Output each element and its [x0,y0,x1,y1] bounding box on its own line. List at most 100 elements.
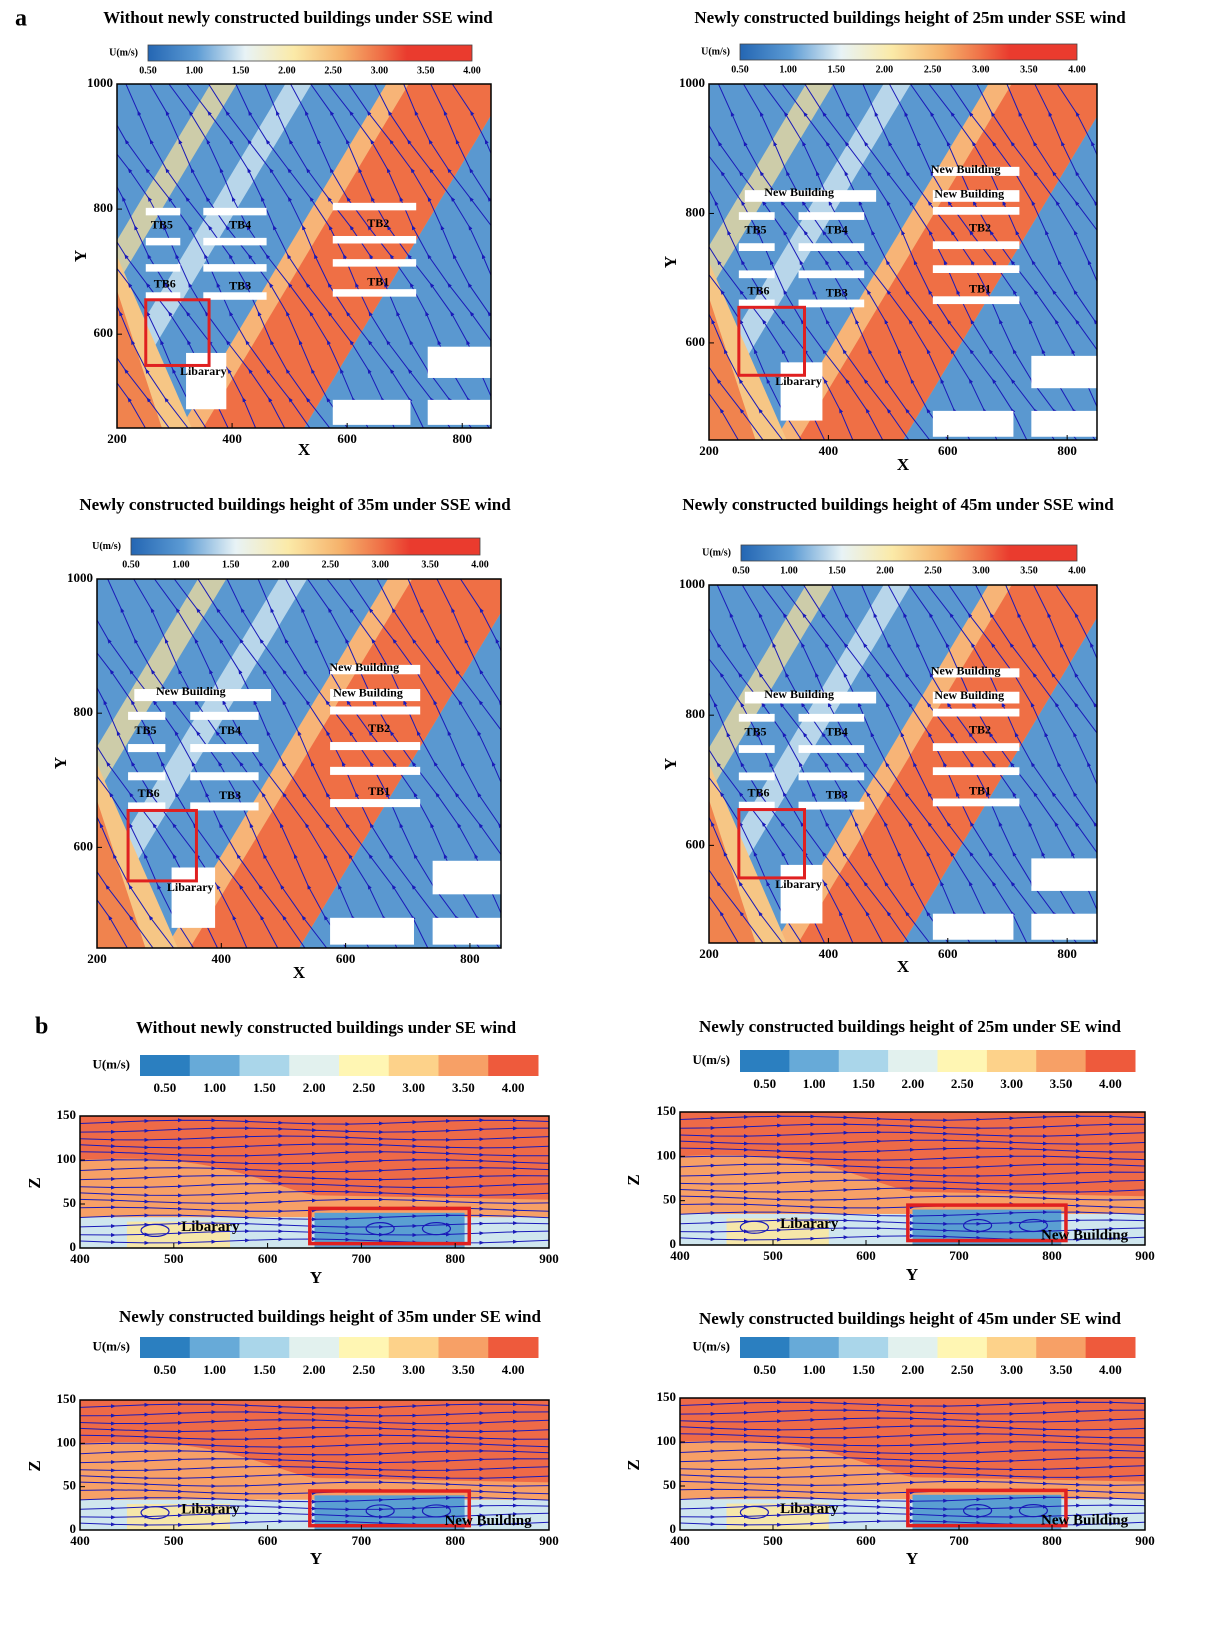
building [798,801,865,810]
colorbar-segment [140,1055,191,1076]
chart-title: Newly constructed buildings height of 45… [699,1309,1121,1328]
colorbar-tick-label: 1.50 [852,1362,875,1377]
colorbar-segment [1085,1050,1136,1072]
chart-title: Without newly constructed buildings unde… [136,1018,517,1037]
annotation: TB4 [826,223,848,237]
building [190,772,259,781]
building [332,289,417,297]
streamline [709,612,739,943]
colorbar-tick-label: 2.50 [322,559,340,570]
annotation: TB3 [219,788,241,802]
streamline [680,1178,1145,1186]
colorbar-tick-label: 0.50 [732,565,750,576]
building [798,243,865,251]
streamline [80,1448,549,1457]
y-tick-label: 100 [57,1151,77,1166]
building [932,296,1020,305]
annotation: TB4 [219,723,241,737]
colorbar-segment [438,1055,489,1076]
building [738,299,775,308]
annotation: Libarary [167,880,214,894]
streamline [680,1122,1145,1131]
colorbar-tick-label: 0.50 [122,559,140,570]
vortex [140,1506,170,1520]
colorbar-tick-label: 4.00 [1068,64,1086,75]
colorbar-tick-label: 2.00 [272,559,290,570]
x-axis-label: Y [310,1549,322,1568]
building [932,708,1020,717]
colorbar-label: U(m/s) [92,1338,130,1353]
colorbar-tick-label: 3.00 [371,65,389,76]
y-tick-label: 150 [657,1389,677,1404]
y-tick-label: 100 [57,1434,77,1449]
panel: Newly constructed buildings height of 45… [624,1309,1155,1568]
colorbar-segment [937,1337,988,1358]
x-tick-label: 400 [670,1533,690,1548]
colorbar-tick-label: 2.00 [278,65,296,76]
x-tick-label: 800 [1042,1533,1062,1548]
building [330,664,421,675]
colorbar-label: U(m/s) [692,1052,730,1067]
colorbar-tick-label: 3.00 [402,1362,425,1377]
colorbar [740,544,1078,562]
annotation: Libarary [780,1501,839,1517]
building [190,711,259,720]
building [798,212,865,220]
building [932,913,1014,940]
highlight-box [308,1489,472,1528]
chart-title: Newly constructed buildings height of 25… [699,1017,1121,1036]
x-tick-label: 600 [258,1251,278,1266]
colorbar-tick-label: 0.50 [139,65,157,76]
x-axis-label: Y [906,1549,918,1568]
colorbar-tick-label: 3.00 [1000,1076,1023,1091]
colorbar-segment [189,1055,240,1076]
y-tick-label: 50 [63,1195,76,1210]
colorbar-segment [289,1337,340,1358]
x-tick-label: 200 [107,431,127,446]
streamline [469,84,680,440]
x-tick-label: 400 [670,1248,690,1263]
streamline [0,579,41,948]
highlight-box [144,298,211,367]
plot-frame [79,1115,550,1249]
x-tick-label: 400 [212,951,232,966]
streamline [436,579,501,921]
building [203,207,267,216]
y-tick-label: 1000 [87,75,113,90]
colorbar-tick-label: 2.00 [303,1080,326,1095]
colorbar-tick-label: 4.00 [502,1362,525,1377]
x-tick-label: 800 [1057,946,1077,961]
streamline [80,1189,549,1198]
building [332,235,417,244]
x-tick-label: 900 [539,1533,559,1548]
highlight-box [737,808,807,880]
colorbar-tick-label: 1.00 [803,1362,826,1377]
panel: Newly constructed buildings height of 35… [0,495,511,982]
x-tick-label: 600 [856,1248,876,1263]
building [780,864,823,924]
colorbar-tick-label: 1.00 [779,64,797,75]
highlight-box [126,808,198,883]
colorbar-tick-label: 2.00 [876,64,894,75]
x-tick-label: 600 [856,1533,876,1548]
colorbar-segment [488,1055,539,1076]
x-tick-label: 600 [336,951,356,966]
building [932,767,1020,776]
annotation: Libarary [775,877,822,891]
x-tick-label: 900 [1135,1533,1155,1548]
colorbar-tick-label: 3.50 [452,1080,475,1095]
panel: Newly constructed buildings height of 35… [25,1307,559,1568]
highlight-box [906,1488,1068,1528]
building [330,689,421,702]
colorbar-tick-label: 0.50 [753,1076,776,1091]
streamline [403,84,491,403]
annotation: New Building [934,186,1004,200]
annotation: TB3 [229,278,251,292]
streamline [1005,585,1097,917]
colorbar-tick-label: 1.50 [828,64,846,75]
colorbar-segment [740,1050,790,1072]
streamline [1055,585,1097,917]
streamline [80,1157,549,1166]
streamline [451,84,491,403]
colorbar-segment [888,1050,938,1072]
